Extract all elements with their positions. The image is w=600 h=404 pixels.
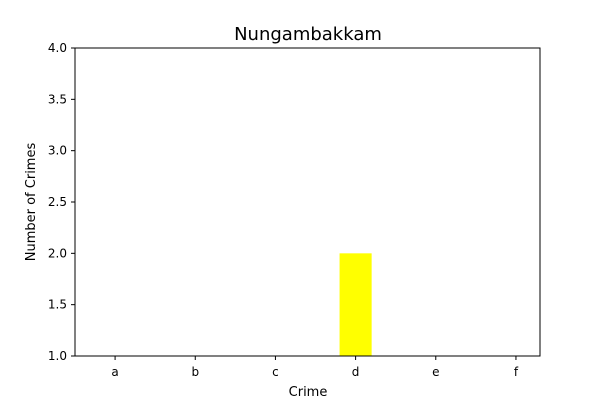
y-tick-label: 3.0 — [48, 144, 67, 158]
x-tick-label: a — [111, 365, 118, 379]
x-tick-label: f — [514, 365, 519, 379]
x-tick-label: b — [191, 365, 199, 379]
bar-d — [339, 253, 372, 356]
x-axis-ticks: a b c d e f — [111, 356, 519, 379]
y-tick-label: 1.0 — [48, 349, 67, 363]
y-axis-ticks: 1.0 1.5 2.0 2.5 3.0 3.5 4.0 — [48, 41, 75, 363]
x-tick-label: e — [432, 365, 439, 379]
y-tick-label: 2.0 — [48, 246, 67, 260]
y-tick-label: 2.5 — [48, 195, 67, 209]
y-tick-label: 1.5 — [48, 298, 67, 312]
y-tick-label: 3.5 — [48, 92, 67, 106]
bars-layer — [339, 253, 372, 356]
x-axis-label: Crime — [289, 385, 328, 400]
y-tick-label: 4.0 — [48, 41, 67, 55]
chart-title: Nungambakkam — [234, 24, 382, 45]
plot-frame — [74, 47, 541, 357]
x-tick-label: d — [352, 365, 360, 379]
y-axis-label: Number of Crimes — [24, 143, 39, 262]
x-tick-label: c — [272, 365, 279, 379]
